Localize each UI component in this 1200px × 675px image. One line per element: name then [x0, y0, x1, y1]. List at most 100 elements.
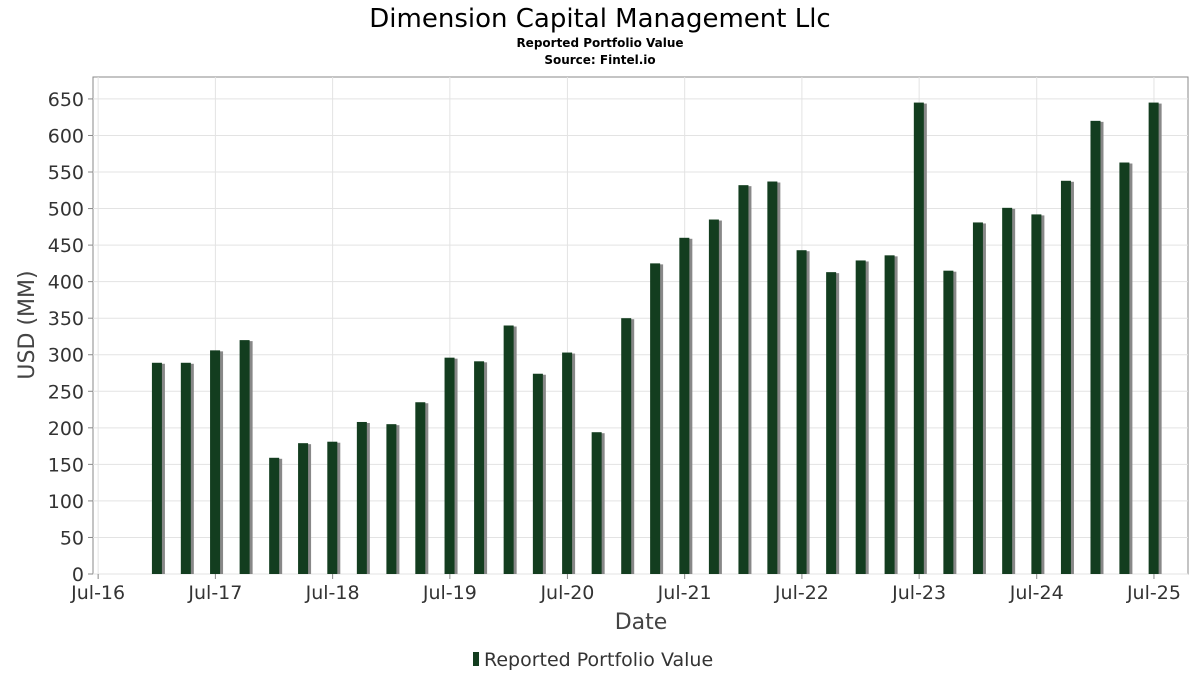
plot-area [92, 76, 1189, 575]
bar [1090, 120, 1104, 575]
bar-fill [1060, 180, 1071, 575]
y-axis-label: USD (MM) [15, 270, 40, 379]
y-axis: 0 50 100 150 200 250 300 350 400 450 500 550 600 650 [48, 89, 93, 586]
bar [210, 350, 224, 574]
x-tick-label: Jul-20 [539, 582, 594, 604]
y-tick-label: 400 [48, 272, 84, 294]
bar-fill [298, 443, 309, 574]
x-tick-label: Jul-25 [1126, 582, 1181, 604]
bar-fill [621, 318, 632, 574]
bar [1148, 102, 1162, 575]
y-tick-label: 450 [48, 235, 84, 257]
bar [1002, 207, 1016, 574]
bar [239, 340, 253, 574]
bar [679, 237, 693, 574]
y-tick-label: 150 [48, 454, 84, 476]
bar [503, 325, 517, 574]
x-axis: Jul-16 Jul-17 Jul-18 Jul-19 Jul-20 Jul-21 Jul-… [70, 574, 1181, 604]
bar-fill [650, 263, 661, 574]
y-tick-label: 200 [48, 418, 84, 440]
bar [269, 457, 283, 574]
bar-fill [180, 362, 191, 574]
bar-fill [269, 457, 280, 574]
legend: Reported Portfolio Value [473, 649, 713, 671]
bar [562, 352, 576, 574]
bar [767, 181, 781, 574]
bar-fill [239, 340, 250, 574]
x-tick-label: Jul-19 [422, 582, 477, 604]
bar [884, 255, 898, 574]
bar-fill [1031, 214, 1042, 574]
bar-fill [210, 350, 221, 574]
x-tick-label: Jul-23 [891, 582, 946, 604]
bar [151, 362, 165, 574]
x-axis-label: Date [615, 610, 668, 635]
bar [738, 185, 752, 574]
x-tick-label: Jul-22 [774, 582, 829, 604]
bar-fill [1119, 162, 1130, 574]
legend-swatch [473, 652, 479, 666]
bar [474, 361, 488, 574]
bar [708, 219, 722, 574]
chart-subtitle: Reported Portfolio Value [516, 36, 683, 50]
bar [913, 102, 927, 575]
chart-source: Source: Fintel.io [544, 53, 655, 67]
bar [1060, 180, 1074, 575]
y-tick-label: 250 [48, 381, 84, 403]
bar-fill [151, 362, 162, 574]
bar [621, 318, 635, 574]
y-tick-label: 0 [72, 564, 84, 586]
y-tick-label: 550 [48, 162, 84, 184]
bar-fill [1090, 120, 1101, 575]
bar-fill [943, 270, 954, 574]
x-tick-label: Jul-24 [1009, 582, 1064, 604]
bar-fill [884, 255, 895, 574]
bar-fill [532, 373, 543, 574]
chart-title: Dimension Capital Management Llc [369, 4, 830, 34]
bar [444, 357, 458, 574]
bar-fill [855, 260, 866, 574]
x-tick-label: Jul-16 [70, 582, 125, 604]
bar-fill [444, 357, 455, 574]
bar [972, 222, 986, 574]
bar [386, 424, 400, 574]
bar-fill [474, 361, 485, 574]
bar [298, 443, 312, 574]
bar-fill [1148, 102, 1159, 575]
bar [327, 441, 341, 574]
bar-group [151, 102, 1162, 575]
bar-fill [708, 219, 719, 574]
bar [796, 250, 810, 574]
y-tick-label: 500 [48, 199, 84, 221]
bar [356, 421, 370, 574]
bar-fill [591, 432, 602, 574]
bar [180, 362, 194, 574]
bar [826, 272, 840, 574]
bar-fill [913, 102, 924, 575]
bar [855, 260, 869, 574]
bar-fill [327, 441, 338, 574]
bar [532, 373, 546, 574]
bar [591, 432, 605, 574]
bar-fill [826, 272, 837, 574]
y-tick-label: 300 [48, 345, 84, 367]
y-tick-label: 350 [48, 308, 84, 330]
y-tick-label: 100 [48, 491, 84, 513]
y-tick-label: 650 [48, 89, 84, 111]
bar [1031, 214, 1045, 574]
bar [415, 402, 429, 574]
bar [1119, 162, 1133, 574]
x-tick-label: Jul-18 [305, 582, 360, 604]
bar-fill [738, 185, 749, 574]
bar-fill [679, 237, 690, 574]
bar [650, 263, 664, 574]
bar-fill [562, 352, 573, 574]
bar [943, 270, 957, 574]
legend-label: Reported Portfolio Value [484, 649, 713, 671]
bar-fill [503, 325, 514, 574]
bar-fill [415, 402, 426, 574]
bar-fill [972, 222, 983, 574]
bar-fill [796, 250, 807, 574]
bar-fill [767, 181, 778, 574]
